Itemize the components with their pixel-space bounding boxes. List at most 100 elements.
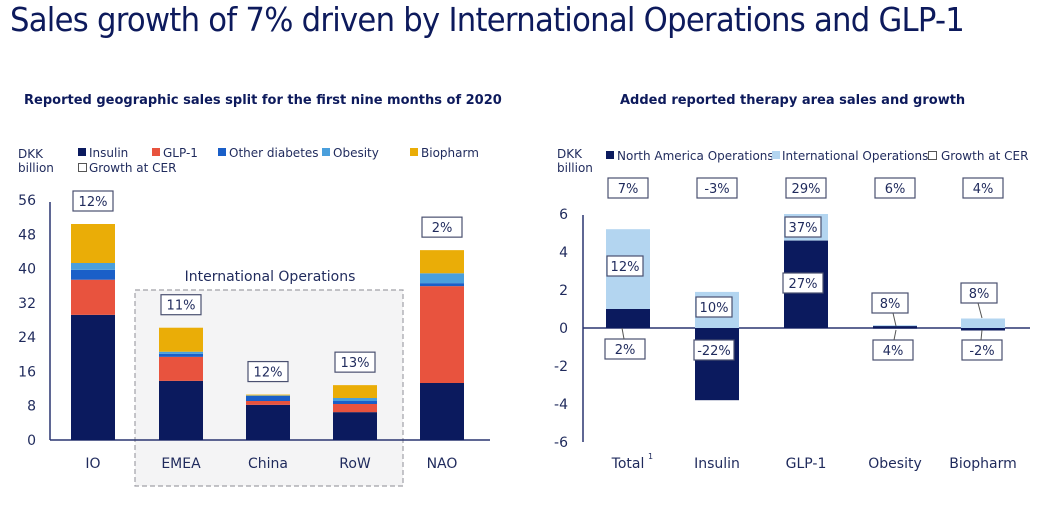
right-y-unit-label-2: billion bbox=[557, 161, 593, 175]
right-y-unit-label: DKK bbox=[557, 147, 583, 161]
growth-label-nao-box bbox=[421, 216, 463, 238]
legend-swatch-biopharm bbox=[410, 148, 418, 156]
total-growth-label-obesity-box bbox=[874, 177, 916, 199]
total-growth-label-total: 7% bbox=[618, 182, 639, 197]
bar-insulin-nao bbox=[695, 328, 739, 401]
total-growth-label-glp1: 29% bbox=[792, 182, 821, 197]
growth-label-nao: 2% bbox=[432, 221, 453, 236]
io-growth-label-total-box bbox=[606, 255, 644, 277]
nao-growth-label-insulin: -22% bbox=[697, 344, 731, 359]
left-x-tick-china: China bbox=[248, 456, 288, 472]
left-y-tick-8: 8 bbox=[27, 399, 36, 415]
legend-label-obesity: Obesity bbox=[333, 146, 379, 160]
growth-label-io-box bbox=[72, 190, 114, 212]
bar-biopharm-io bbox=[961, 318, 1005, 328]
bar-total-nao bbox=[606, 309, 650, 328]
bar-nao-biopharm bbox=[420, 250, 464, 274]
leader-obesity-nao bbox=[893, 329, 897, 341]
legend-swatch-other_diabetes bbox=[218, 148, 226, 156]
bar-china-biopharm bbox=[246, 394, 290, 396]
right-y-tick-6: 6 bbox=[559, 207, 568, 223]
right-x-tick-insulin: Insulin bbox=[694, 456, 740, 472]
bar-nao-obesity bbox=[420, 273, 464, 284]
right-y-tick-4: 4 bbox=[559, 245, 568, 261]
nao-growth-label-obesity-box bbox=[872, 339, 914, 361]
international-operations-group-label: International Operations bbox=[185, 269, 356, 285]
total-growth-label-biopharm: 4% bbox=[973, 182, 994, 197]
bar-china-other_diabetes bbox=[246, 395, 290, 401]
legend-label-biopharm: Biopharm bbox=[421, 146, 479, 160]
legend-swatch-obesity bbox=[322, 148, 330, 156]
legend-label-other_diabetes: Other diabetes bbox=[229, 146, 319, 160]
bar-obesity-nao bbox=[873, 326, 917, 329]
nao-growth-label-insulin-box bbox=[693, 339, 735, 361]
legend-label-growth: Growth at CER bbox=[89, 161, 176, 175]
nao-growth-label-total: 2% bbox=[615, 343, 636, 358]
bar-row-insulin bbox=[333, 412, 377, 440]
legend-label-io: International Operations bbox=[782, 149, 928, 163]
growth-label-io: 12% bbox=[79, 195, 108, 210]
right-x-tick-footnote-total: 1 bbox=[648, 452, 653, 461]
bar-emea-biopharm bbox=[159, 327, 203, 352]
legend-swatch-growth bbox=[78, 163, 87, 172]
io-growth-label-total: 12% bbox=[611, 260, 640, 275]
left-x-tick-nao: NAO bbox=[427, 456, 458, 472]
nao-growth-label-total-box bbox=[604, 338, 646, 360]
nao-growth-label-glp1: 27% bbox=[789, 277, 818, 292]
legend-swatch-nao bbox=[606, 151, 614, 159]
right-x-tick-biopharm: Biopharm bbox=[949, 456, 1017, 472]
legend-label-insulin: Insulin bbox=[89, 146, 128, 160]
growth-label-row: 13% bbox=[341, 356, 370, 371]
bar-io-biopharm bbox=[71, 224, 115, 263]
growth-label-row-box bbox=[334, 351, 376, 373]
io-growth-label-biopharm: 8% bbox=[969, 287, 990, 302]
total-growth-label-total-box bbox=[607, 177, 649, 199]
left-x-tick-io: IO bbox=[85, 456, 100, 472]
bar-row-biopharm bbox=[333, 385, 377, 398]
left-y-unit-label: DKK bbox=[18, 147, 44, 161]
page-title: Sales growth of 7% driven by Internation… bbox=[10, 0, 965, 39]
right-y-tick-2: 2 bbox=[559, 283, 568, 299]
bar-china-glp1 bbox=[246, 401, 290, 405]
bar-china-insulin bbox=[246, 404, 290, 440]
io-growth-label-biopharm-box bbox=[960, 282, 998, 304]
left-y-tick-16: 16 bbox=[18, 364, 36, 380]
bar-china-obesity bbox=[246, 395, 290, 396]
bar-io-glp1 bbox=[71, 279, 115, 315]
legend-swatch-insulin bbox=[78, 148, 86, 156]
legend-swatch-growth-right bbox=[928, 151, 937, 160]
total-growth-label-insulin: -3% bbox=[704, 182, 729, 197]
legend-label-glp1: GLP-1 bbox=[163, 146, 198, 160]
bar-emea-obesity bbox=[159, 351, 203, 354]
left-y-unit-label-2: billion bbox=[18, 161, 54, 175]
bar-io-other_diabetes bbox=[71, 269, 115, 280]
right-y-tick--2: -2 bbox=[554, 359, 568, 375]
left-y-tick-0: 0 bbox=[27, 433, 36, 449]
nao-growth-label-biopharm-box bbox=[961, 339, 1003, 361]
bar-emea-glp1 bbox=[159, 356, 203, 381]
growth-label-emea-box bbox=[160, 294, 202, 316]
io-growth-label-insulin: 10% bbox=[700, 301, 729, 316]
growth-label-emea: 11% bbox=[167, 299, 196, 314]
growth-label-china: 12% bbox=[254, 366, 283, 381]
legend-swatch-glp1 bbox=[152, 148, 160, 156]
right-x-tick-glp1: GLP-1 bbox=[786, 456, 827, 472]
bar-row-other_diabetes bbox=[333, 401, 377, 404]
bar-io-obesity bbox=[71, 263, 115, 270]
left-y-tick-24: 24 bbox=[18, 330, 36, 346]
left-y-tick-48: 48 bbox=[18, 227, 36, 243]
legend-swatch-io bbox=[772, 151, 780, 159]
total-growth-label-glp1-box bbox=[785, 177, 827, 199]
nao-growth-label-obesity: 4% bbox=[883, 344, 904, 359]
left-x-tick-row: RoW bbox=[339, 456, 371, 472]
io-growth-label-insulin-box bbox=[695, 296, 733, 318]
bar-emea-other_diabetes bbox=[159, 353, 203, 357]
total-growth-label-insulin-box bbox=[696, 177, 738, 199]
bar-nao-insulin bbox=[420, 383, 464, 440]
left-x-tick-emea: EMEA bbox=[161, 456, 201, 472]
io-growth-label-obesity: 8% bbox=[880, 297, 901, 312]
io-growth-label-glp1-box bbox=[784, 216, 822, 238]
bar-biopharm-nao bbox=[961, 328, 1005, 331]
left-chart-title: Reported geographic sales split for the … bbox=[24, 93, 502, 108]
